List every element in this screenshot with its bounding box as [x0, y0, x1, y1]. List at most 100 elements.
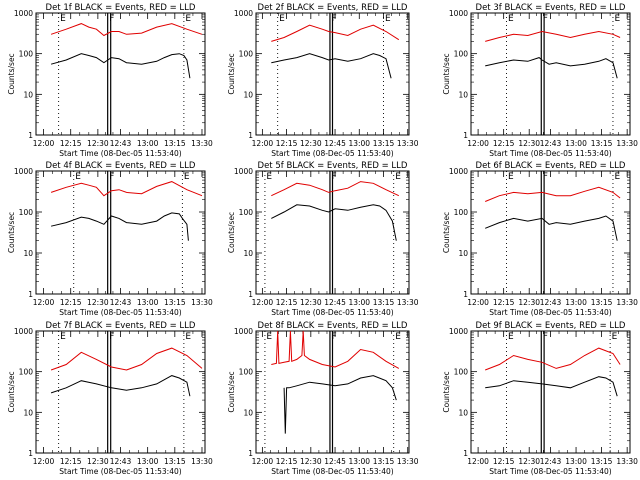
y-axis-label: Counts/sec	[442, 371, 451, 412]
series-line-lld	[485, 186, 621, 202]
y-tick-label: 10	[458, 408, 468, 417]
x-tick-label: 13:30	[616, 298, 638, 307]
x-tick-label: 12:30	[300, 457, 322, 466]
series-line-events	[485, 215, 618, 241]
x-tick-label: 12:00	[33, 457, 55, 466]
y-tick-label: 10	[458, 90, 468, 99]
panel-title: Det 5f BLACK = Events, RED = LLD	[258, 161, 408, 171]
x-tick-label: 13:30	[191, 298, 213, 307]
x-tick-label: 12:15	[493, 457, 515, 466]
x-axis-label: Start Time (08-Dec-05 11:53:40)	[489, 149, 611, 158]
x-tick-label: 12:30	[300, 298, 322, 307]
chart-panel-1: Det 1f BLACK = Events, RED = LLD 1 10 100 10…	[7, 3, 213, 158]
x-tick-label: 12:45	[324, 457, 346, 466]
chart-panel-6: Det 6f BLACK = Events, RED = LLD 1 10 100 10…	[442, 161, 638, 317]
x-tick-label: 13:15	[591, 139, 613, 148]
x-tick-label: 12:15	[276, 457, 298, 466]
x-axis-label: Start Time (08-Dec-05 11:53:40)	[59, 308, 181, 317]
chart-panel-3: Det 3f BLACK = Events, RED = LLD 1 10 100 10…	[442, 3, 638, 158]
x-tick-label: 12:00	[252, 298, 274, 307]
y-tick-label: 100	[19, 368, 34, 377]
series-line-lld	[485, 30, 621, 42]
y-tick-label: 100	[454, 368, 469, 377]
panel-title: Det 1f BLACK = Events, RED = LLD	[46, 3, 196, 13]
y-axis-label: Counts/sec	[442, 53, 451, 94]
marker-label: E	[60, 332, 66, 342]
marker-label: E	[266, 172, 272, 182]
x-tick-label: 13:30	[397, 139, 419, 148]
x-tick-label: 12:00	[467, 139, 489, 148]
marker-label: E	[612, 332, 618, 342]
marker-label: E	[75, 172, 81, 182]
chart-panel-8: Det 8f BLACK = Events, RED = LLD 1 10 100 10…	[227, 321, 419, 476]
y-tick-label: 1000	[449, 167, 468, 176]
x-tick-label: 13:30	[616, 139, 638, 148]
x-tick-label: 13:15	[591, 298, 613, 307]
x-tick-label: 13:00	[348, 139, 370, 148]
x-axis-label: Start Time (08-Dec-05 11:53:40)	[489, 308, 611, 317]
marker-label: E	[508, 172, 514, 182]
y-axis-label: Counts/sec	[227, 53, 236, 94]
series-line-events	[271, 204, 397, 241]
y-axis-label: Counts/sec	[442, 212, 451, 253]
x-tick-label: 13:15	[164, 139, 186, 148]
x-tick-label: 13:30	[616, 457, 638, 466]
plot-frame	[470, 330, 631, 454]
y-tick-label: 1	[463, 290, 468, 299]
marker-label: E	[395, 332, 401, 342]
y-axis-label: Counts/sec	[227, 212, 236, 253]
series-line-events	[50, 212, 189, 241]
y-axis-label: Counts/sec	[227, 371, 236, 412]
x-tick-label: 13:15	[373, 139, 395, 148]
x-tick-label: 13:15	[373, 298, 395, 307]
series-line-lld	[50, 23, 203, 37]
x-tick-label: 13:00	[565, 139, 587, 148]
x-tick-label: 12:00	[33, 298, 55, 307]
y-tick-label: 1	[248, 449, 253, 458]
x-tick-label: 12:43	[110, 457, 132, 466]
y-tick-label: 10	[23, 408, 33, 417]
plot-frame	[470, 12, 631, 136]
marker-label: E	[395, 172, 401, 182]
y-tick-label: 1	[248, 290, 253, 299]
x-tick-label: 13:15	[373, 457, 395, 466]
y-tick-label: 100	[239, 208, 254, 217]
y-tick-label: 10	[243, 90, 253, 99]
y-tick-label: 100	[239, 368, 254, 377]
x-tick-label: 12:30	[87, 457, 109, 466]
series-line-events	[283, 375, 397, 434]
marker-label: E	[60, 14, 66, 24]
x-tick-label: 12:43	[110, 139, 132, 148]
y-axis-label: Counts/sec	[7, 371, 16, 412]
x-tick-label: 12:15	[60, 139, 82, 148]
x-axis-label: Start Time (08-Dec-05 11:53:40)	[271, 308, 393, 317]
x-tick-label: 12:30	[87, 298, 109, 307]
x-tick-label: 12:00	[33, 139, 55, 148]
panel-title: Det 2f BLACK = Events, RED = LLD	[258, 3, 408, 13]
series-line-lld	[271, 181, 400, 197]
x-tick-label: 12:30	[87, 139, 109, 148]
x-tick-label: 13:00	[137, 457, 159, 466]
marker-label: F	[331, 172, 336, 182]
y-tick-label: 1000	[234, 167, 253, 176]
y-axis-label: Counts/sec	[7, 212, 16, 253]
marker-label: E	[185, 332, 191, 342]
series-line-events	[50, 375, 191, 397]
panel-title: Det 8f BLACK = Events, RED = LLD	[258, 321, 408, 331]
x-tick-label: 13:15	[164, 457, 186, 466]
x-tick-label: 12:43	[540, 457, 562, 466]
x-tick-label: 13:00	[565, 298, 587, 307]
chart-panel-4: Det 4f BLACK = Events, RED = LLD 1 10 100 10…	[7, 161, 213, 317]
chart-panel-7: Det 7f BLACK = Events, RED = LLD 1 10 100 10…	[7, 321, 213, 476]
x-tick-label: 12:00	[252, 139, 274, 148]
y-tick-label: 1	[248, 131, 253, 140]
series-line-lld	[271, 331, 400, 369]
y-tick-label: 10	[243, 249, 253, 258]
marker-label: E	[184, 172, 190, 182]
marker-label: F	[543, 14, 548, 24]
series-line-lld	[50, 181, 203, 197]
x-tick-label: 12:30	[518, 298, 540, 307]
panel-title: Det 9f BLACK = Events, RED = LLD	[476, 321, 626, 331]
x-tick-label: 12:00	[252, 457, 274, 466]
x-tick-label: 12:43	[540, 298, 562, 307]
